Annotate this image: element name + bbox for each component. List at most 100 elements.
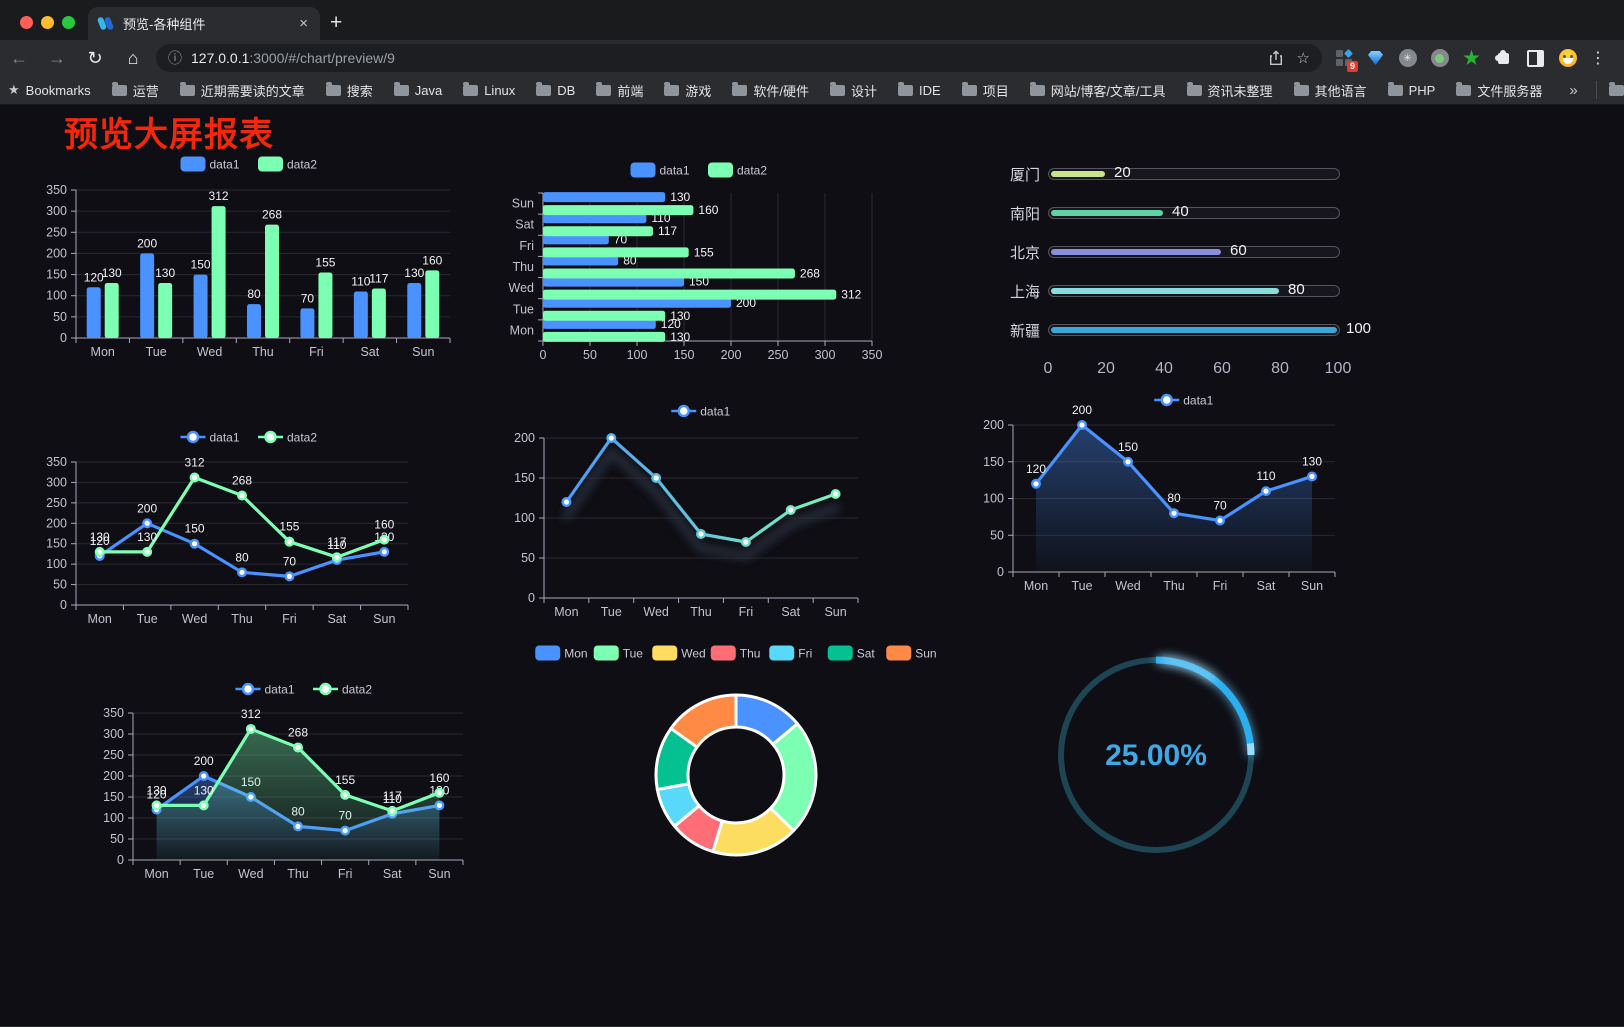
bookmark-item[interactable]: IDE: [898, 81, 941, 98]
folder-icon: [961, 81, 977, 96]
back-icon[interactable]: ←: [10, 47, 28, 68]
emoji-extension-icon[interactable]: [1558, 49, 1577, 68]
svg-text:data1: data1: [210, 431, 240, 445]
site-info-icon[interactable]: ⓘ: [168, 50, 182, 66]
svg-text:100: 100: [627, 348, 648, 362]
bookmark-star-icon[interactable]: ☆: [1296, 50, 1310, 67]
reload-icon[interactable]: ↻: [87, 47, 103, 68]
browser-menu-icon[interactable]: ⋮: [1590, 50, 1606, 67]
bookmark-item[interactable]: 运营: [111, 81, 159, 100]
forward-icon[interactable]: →: [48, 47, 66, 68]
minimize-window-button[interactable]: [41, 16, 54, 29]
folder-icon: [179, 81, 195, 96]
svg-text:300: 300: [46, 475, 67, 489]
svg-text:0: 0: [540, 348, 547, 362]
svg-text:200: 200: [46, 516, 67, 530]
svg-text:120: 120: [84, 270, 104, 284]
svg-text:250: 250: [46, 225, 67, 239]
bookmark-item[interactable]: 游戏: [664, 81, 711, 100]
svg-text:130: 130: [137, 530, 157, 544]
axis-tick-label: 20: [1097, 360, 1115, 377]
bookmark-label: PHP: [1408, 82, 1436, 98]
bookmark-item[interactable]: 资讯未整理: [1186, 81, 1273, 100]
bookmark-item[interactable]: ★ Bookmarks: [8, 82, 91, 98]
svg-text:50: 50: [521, 551, 535, 565]
svg-text:25.00%: 25.00%: [1105, 739, 1207, 772]
page-title: 预览大屏报表: [64, 116, 274, 154]
bookmark-item[interactable]: 项目: [961, 81, 1009, 100]
snowflake-extension-icon[interactable]: ✳: [1398, 49, 1417, 68]
zoom-window-button[interactable]: [62, 16, 75, 29]
svg-text:117: 117: [658, 224, 677, 238]
folder-icon: [1186, 81, 1202, 96]
address-bar[interactable]: ⓘ 127.0.0.1 :3000/#/chart/preview/9 ☆: [156, 44, 1322, 72]
extensions-bar: 9 ✳ ⋮: [1328, 48, 1624, 72]
bookmark-item[interactable]: 文件服务器: [1456, 81, 1542, 100]
svg-text:155: 155: [279, 520, 299, 534]
bookmark-item[interactable]: PHP: [1387, 81, 1436, 98]
bookmark-item[interactable]: 其他语言: [1293, 81, 1367, 100]
legend: data1 data2: [180, 156, 317, 172]
progress-row-label: 上海: [1009, 284, 1040, 301]
chart-line-area: 0 50 100 150 200 Mon Tue Wed Thu Fri Sat Sun 120 200 1…: [975, 390, 1395, 605]
green-dot-extension-icon[interactable]: [1430, 49, 1449, 68]
svg-text:Mon: Mon: [144, 867, 168, 881]
url-host: 127.0.0.1: [191, 50, 250, 66]
svg-text:Wed: Wed: [643, 605, 669, 619]
bookmark-item[interactable]: Linux: [463, 81, 515, 98]
svg-text:150: 150: [983, 455, 1004, 469]
svg-text:Thu: Thu: [690, 605, 712, 619]
progress-track: [1048, 207, 1340, 219]
progress-row-label: 南阳: [1009, 206, 1040, 223]
svg-text:117: 117: [327, 535, 346, 549]
new-tab-button[interactable]: +: [330, 11, 343, 34]
axis-tick-label: 80: [1271, 360, 1289, 377]
vue-devtools-icon[interactable]: [1366, 49, 1385, 68]
svg-text:312: 312: [185, 456, 205, 470]
bookmark-item[interactable]: 设计: [830, 81, 877, 100]
chart-gauge-ring: 25.00%: [1040, 645, 1275, 870]
extension-grid-icon[interactable]: 9: [1334, 49, 1358, 72]
bookmark-item[interactable]: 网站/博客/文章/工具: [1029, 81, 1166, 100]
chart-bar-grouped: 0 50 100 150 200 250 300 350 Mon Tue Wed Thu Fri Sat S…: [40, 150, 460, 365]
close-window-button[interactable]: [20, 16, 33, 29]
bookmark-item[interactable]: 搜索: [325, 81, 373, 100]
bookmark-item[interactable]: 软件/硬件: [732, 81, 809, 100]
bookmarks-overflow-chevron[interactable]: »: [1569, 81, 1578, 99]
bookmark-label: 文件服务器: [1477, 83, 1543, 99]
svg-text:130: 130: [194, 783, 214, 797]
page-content: 预览大屏报表 0 50 100 150 200 250 300 350 Mon Tue Wed Thu…: [0, 105, 1624, 1027]
progress-value: 40: [1172, 203, 1189, 220]
browser-tab[interactable]: 预览-各种组件 ×: [88, 7, 320, 40]
svg-text:117: 117: [369, 272, 388, 286]
bookmark-item[interactable]: DB: [536, 81, 575, 98]
bookmark-label: IDE: [919, 82, 941, 98]
svg-text:Sun: Sun: [915, 647, 936, 661]
svg-text:300: 300: [815, 348, 836, 362]
other-bookmarks[interactable]: 其他书签: [1608, 81, 1624, 100]
share-icon[interactable]: [1269, 50, 1283, 66]
tab-close-icon[interactable]: ×: [299, 15, 308, 32]
svg-text:130: 130: [90, 530, 110, 544]
bookmark-item[interactable]: 前端: [596, 81, 643, 100]
svg-text:data2: data2: [737, 164, 767, 178]
svg-text:300: 300: [46, 204, 67, 218]
extensions-puzzle-icon[interactable]: [1494, 49, 1513, 68]
bookmark-item[interactable]: Java: [393, 81, 442, 98]
svg-text:200: 200: [983, 418, 1004, 432]
bookmark-label: 资讯未整理: [1207, 83, 1273, 99]
home-icon[interactable]: ⌂: [127, 47, 139, 68]
svg-text:Sat: Sat: [1257, 579, 1276, 593]
svg-text:data1: data1: [265, 683, 295, 697]
bookmark-item[interactable]: 近期需要读的文章: [179, 81, 305, 100]
progress-track: [1048, 324, 1340, 336]
svg-text:Sun: Sun: [1301, 579, 1323, 593]
chart-hbar-grouped: 0 50 100 150 200 250 300 350 Mon 120 130 Tue 200 130 W…: [500, 157, 900, 369]
traffic-lights: [20, 16, 75, 29]
green-star-extension-icon[interactable]: [1462, 49, 1481, 68]
svg-text:Sun: Sun: [824, 605, 846, 619]
side-panel-icon[interactable]: [1526, 49, 1545, 68]
axis-tick-label: 0: [1043, 360, 1053, 377]
svg-text:155: 155: [335, 773, 355, 787]
svg-text:150: 150: [514, 471, 535, 485]
